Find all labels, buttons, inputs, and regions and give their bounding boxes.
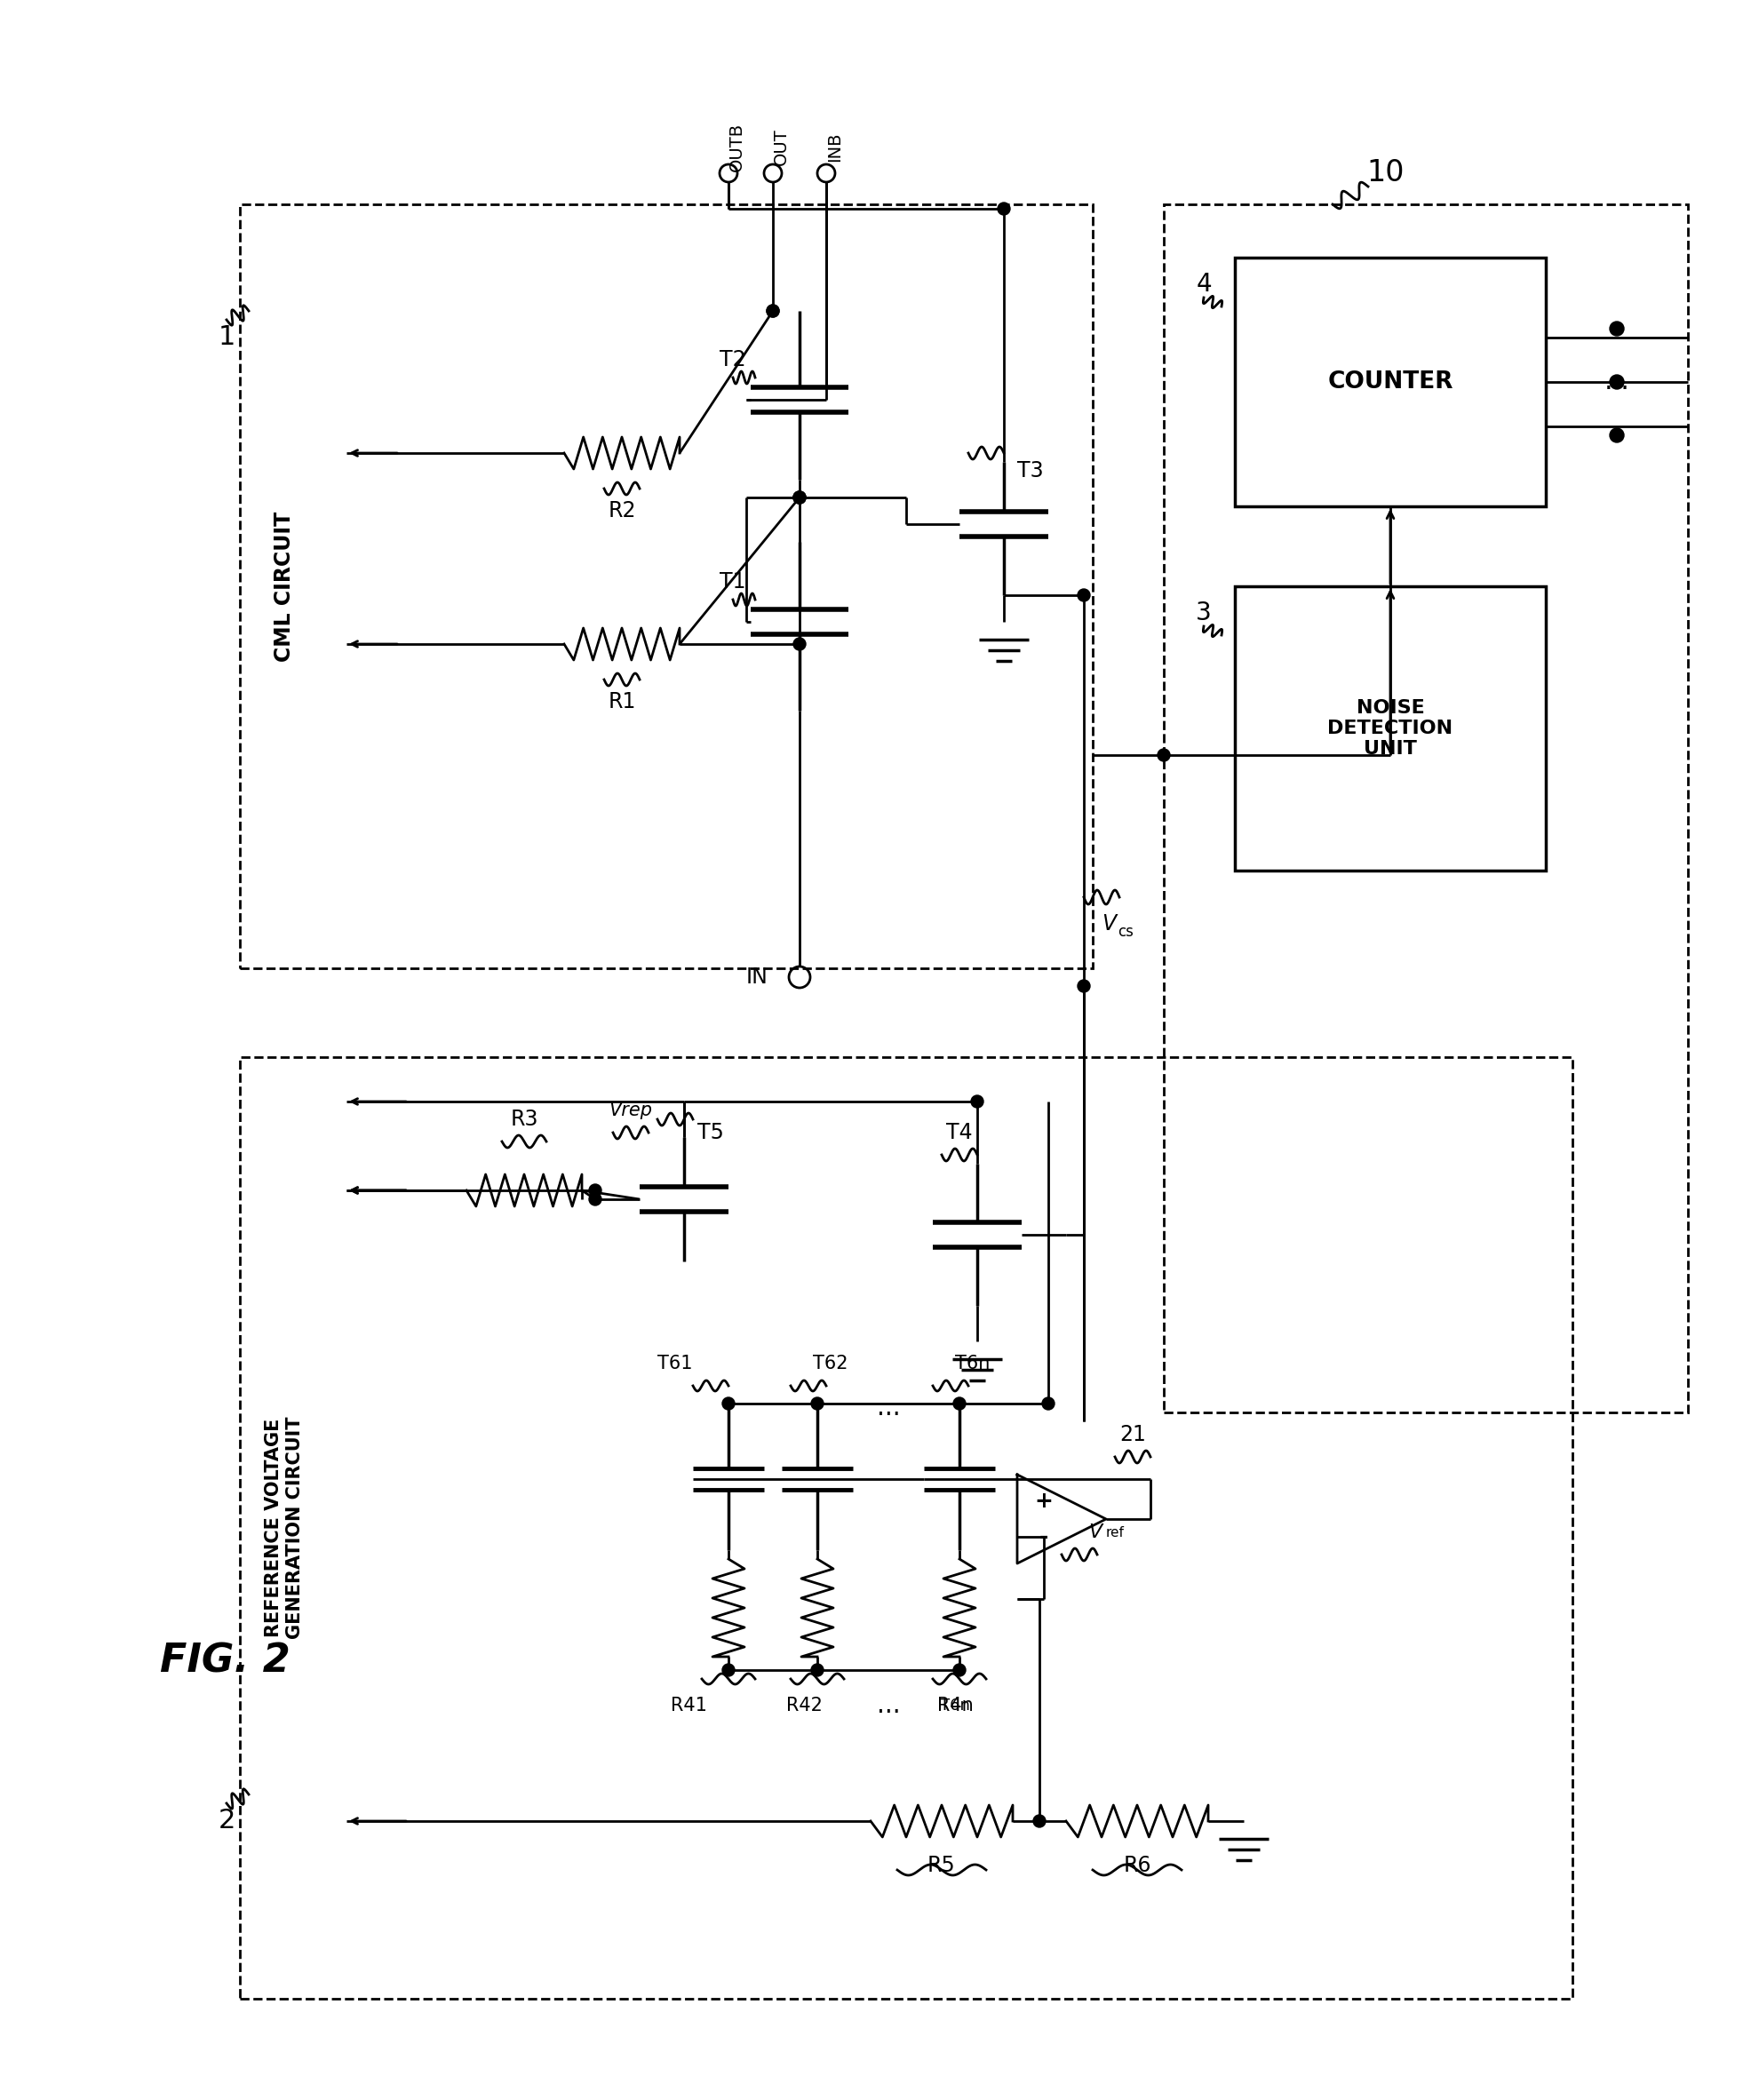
Text: CML CIRCUIT: CML CIRCUIT — [274, 510, 296, 662]
Circle shape — [811, 1397, 823, 1409]
Bar — [239, 204, 1092, 968]
Text: 1: 1 — [218, 326, 236, 351]
Text: V: V — [1089, 1522, 1101, 1541]
Text: REFERENCE VOLTAGE
GENERATION CIRCUIT: REFERENCE VOLTAGE GENERATION CIRCUIT — [266, 1418, 304, 1640]
Circle shape — [723, 1663, 735, 1676]
Text: R5: R5 — [927, 1854, 955, 1875]
Text: OUT: OUT — [772, 128, 790, 166]
Text: T6n: T6n — [955, 1354, 990, 1373]
Circle shape — [793, 491, 806, 504]
Text: R42: R42 — [786, 1697, 821, 1714]
Circle shape — [793, 491, 806, 504]
Text: FIG. 2: FIG. 2 — [160, 1642, 290, 1680]
Text: R41: R41 — [670, 1697, 707, 1714]
Text: T4: T4 — [946, 1121, 973, 1142]
Text: R1: R1 — [609, 691, 635, 712]
Circle shape — [1157, 750, 1170, 762]
Text: NOISE
DETECTION
UNIT: NOISE DETECTION UNIT — [1328, 699, 1453, 758]
Circle shape — [1609, 321, 1624, 336]
Circle shape — [723, 1397, 735, 1409]
Circle shape — [1609, 376, 1624, 388]
Circle shape — [1033, 1814, 1045, 1827]
Text: R3: R3 — [510, 1109, 538, 1130]
Text: ...: ... — [1604, 370, 1629, 395]
Circle shape — [1078, 981, 1091, 993]
Circle shape — [589, 1193, 602, 1205]
Text: 2: 2 — [218, 1808, 236, 1833]
Circle shape — [971, 1096, 983, 1107]
Text: T62: T62 — [813, 1354, 848, 1373]
Bar — [1235, 258, 1546, 506]
Text: T5: T5 — [697, 1121, 725, 1142]
Text: T2: T2 — [719, 349, 746, 370]
Text: T3: T3 — [1017, 460, 1043, 481]
Text: Vrep: Vrep — [609, 1103, 653, 1119]
Text: 21: 21 — [1119, 1424, 1145, 1445]
Circle shape — [1609, 428, 1624, 443]
Text: OUTB: OUTB — [728, 122, 746, 170]
Text: INB: INB — [827, 132, 843, 162]
Text: ...: ... — [876, 1397, 901, 1420]
Text: COUNTER: COUNTER — [1328, 370, 1453, 393]
Text: R4n: R4n — [938, 1697, 973, 1714]
Text: ...: ... — [876, 1693, 901, 1718]
Text: V: V — [1101, 913, 1115, 934]
Text: ref: ref — [1106, 1527, 1124, 1539]
Circle shape — [793, 638, 806, 651]
Bar — [1164, 204, 1689, 1413]
Text: +: + — [1034, 1491, 1054, 1512]
Circle shape — [953, 1663, 966, 1676]
Circle shape — [997, 202, 1010, 214]
Text: 10: 10 — [1367, 160, 1405, 187]
Text: 4: 4 — [1196, 271, 1212, 296]
Text: T61: T61 — [658, 1354, 693, 1373]
Text: T1: T1 — [719, 571, 746, 592]
Text: IN: IN — [746, 966, 769, 987]
Circle shape — [1041, 1397, 1054, 1409]
Circle shape — [767, 304, 779, 317]
Circle shape — [767, 304, 779, 317]
Text: 3: 3 — [1196, 601, 1212, 626]
Circle shape — [1078, 588, 1091, 601]
Bar — [239, 1056, 1573, 1999]
Text: R2: R2 — [609, 500, 635, 521]
Circle shape — [953, 1397, 966, 1409]
Text: -: - — [1040, 1527, 1048, 1548]
Text: R6: R6 — [1124, 1854, 1150, 1875]
Circle shape — [589, 1184, 602, 1197]
Bar — [1235, 586, 1546, 872]
Circle shape — [811, 1663, 823, 1676]
Text: cs: cs — [1117, 924, 1133, 941]
Text: T6n: T6n — [939, 1697, 969, 1714]
Circle shape — [793, 491, 806, 504]
